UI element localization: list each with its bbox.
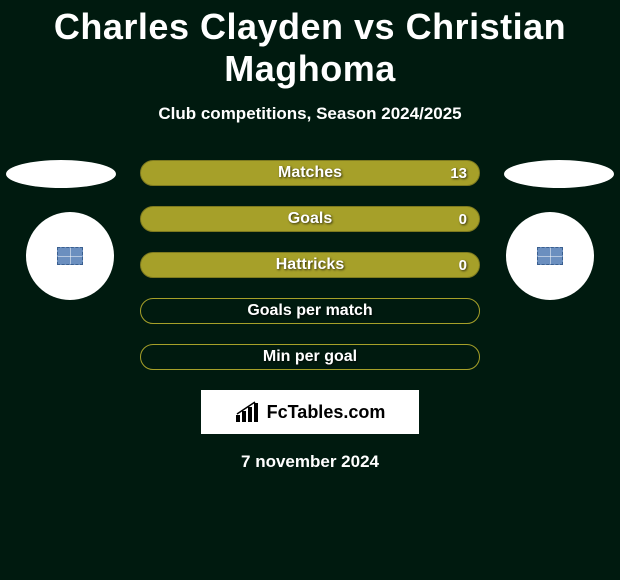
stat-label: Min per goal — [263, 348, 357, 366]
subtitle: Club competitions, Season 2024/2025 — [0, 104, 620, 124]
stat-bar-goals-per-match: Goals per match — [140, 298, 480, 324]
stat-bar-hattricks: Hattricks 0 — [140, 252, 480, 278]
stat-bars: Matches 13 Goals 0 Hattricks 0 Goals per… — [140, 160, 480, 370]
stat-label: Matches — [278, 164, 342, 182]
stat-value: 13 — [450, 165, 467, 182]
stat-label: Hattricks — [276, 256, 344, 274]
player-right-avatar — [506, 212, 594, 300]
page-title: Charles Clayden vs Christian Maghoma — [0, 0, 620, 90]
stat-label: Goals per match — [247, 302, 372, 320]
stat-label: Goals — [288, 210, 332, 228]
stat-value: 0 — [459, 211, 467, 228]
player-right-ellipse — [504, 160, 614, 188]
stat-bar-matches: Matches 13 — [140, 160, 480, 186]
player-left-ellipse — [6, 160, 116, 188]
bar-chart-icon — [235, 401, 261, 423]
stat-bar-goals: Goals 0 — [140, 206, 480, 232]
date: 7 november 2024 — [0, 452, 620, 472]
stat-value: 0 — [459, 257, 467, 274]
stat-bar-min-per-goal: Min per goal — [140, 344, 480, 370]
player-left-avatar — [26, 212, 114, 300]
comparison-content: Matches 13 Goals 0 Hattricks 0 Goals per… — [0, 160, 620, 472]
brand-box: FcTables.com — [201, 390, 419, 434]
brand-text: FcTables.com — [267, 402, 386, 423]
placeholder-image-icon — [537, 247, 563, 265]
placeholder-image-icon — [57, 247, 83, 265]
